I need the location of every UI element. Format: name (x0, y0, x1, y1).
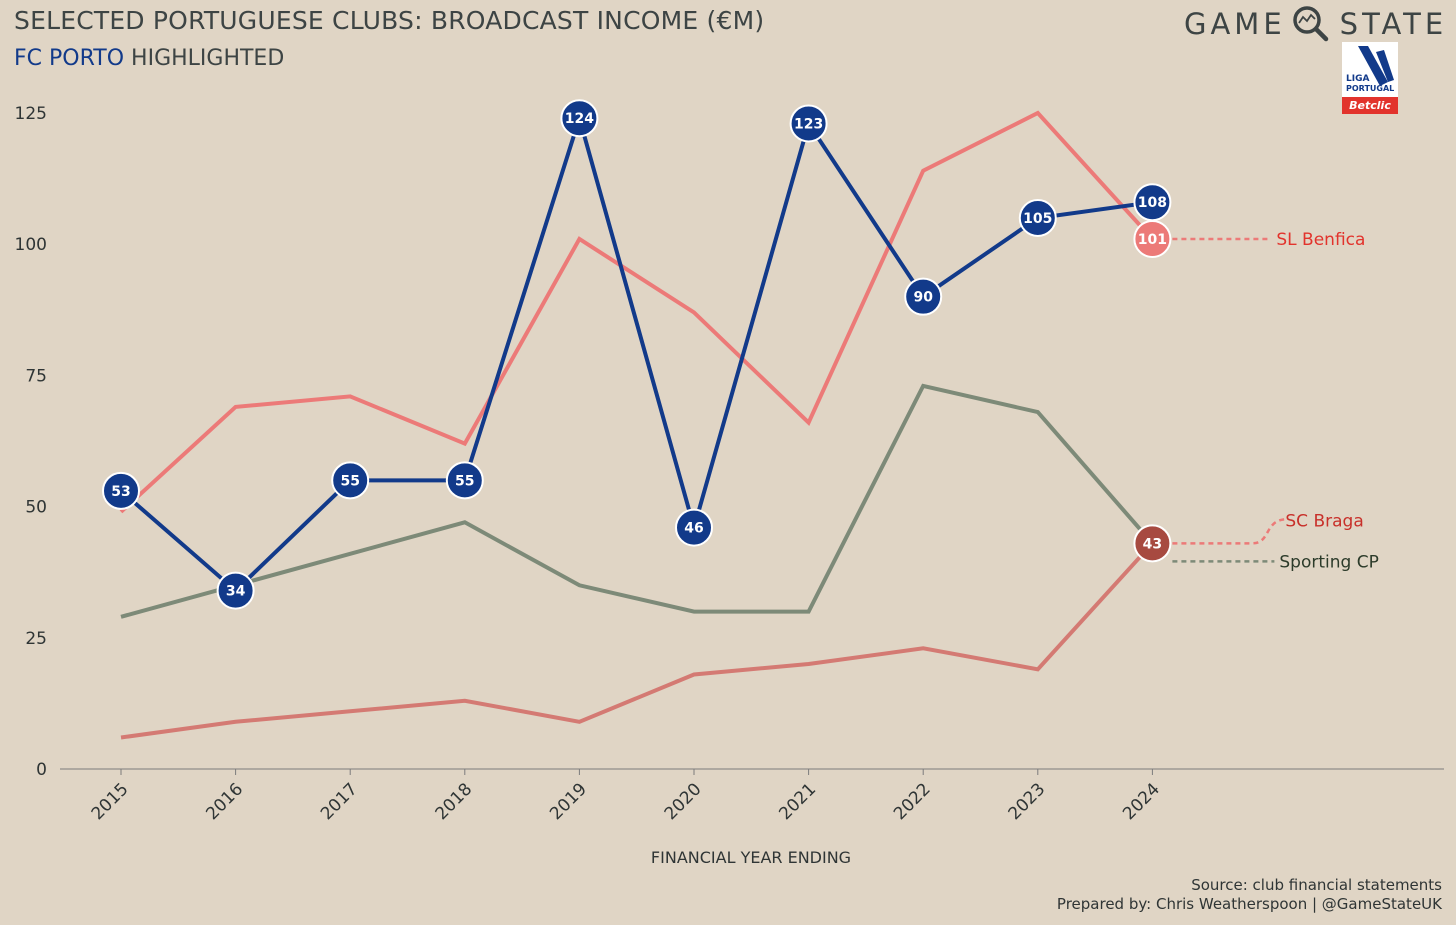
porto-point-label: 105 (1023, 211, 1052, 227)
x-tick-label: 2021 (775, 779, 820, 824)
porto-point (560, 99, 599, 138)
x-tick-label: 2016 (202, 779, 247, 824)
chart-title: SELECTED PORTUGUESE CLUBS: BROADCAST INC… (14, 6, 765, 35)
porto-point-label: 108 (1138, 195, 1167, 211)
y-tick-label: 0 (36, 760, 47, 780)
series-line-sporting (120, 383, 1154, 619)
logo-text-betclic: Betclic (1349, 99, 1391, 112)
porto-point (331, 461, 370, 500)
logo-text-liga: LIGA (1346, 74, 1369, 84)
y-tick-label: 125 (15, 104, 47, 124)
porto-point-label: 55 (455, 473, 474, 489)
y-tick-label: 25 (25, 629, 47, 649)
brand-word-right: STATE (1339, 7, 1448, 41)
porto-point-label: 55 (340, 473, 359, 489)
series-line-benfica (119, 110, 1154, 514)
porto-point-label: 124 (565, 111, 594, 127)
porto-point (445, 461, 484, 500)
liga-portugal-logo: LIGA PORTUGAL Betclic (1342, 42, 1398, 114)
porto-point (675, 508, 713, 547)
magnifier-icon (1292, 6, 1328, 42)
x-tick-label: 2018 (432, 779, 477, 824)
source-note: Source: club financial statements (1191, 876, 1442, 894)
series-line-porto (119, 111, 1153, 594)
porto-point (102, 471, 140, 510)
porto-point (789, 104, 828, 143)
porto-point (1018, 198, 1057, 237)
porto-point-label: 90 (913, 290, 933, 306)
braga-series-label: SC Braga (1285, 511, 1363, 531)
y-tick-label: 50 (25, 498, 47, 518)
y-tick-label: 75 (25, 366, 47, 386)
braga-connector (1172, 518, 1285, 545)
x-tick-label: 2017 (317, 779, 362, 824)
braga-end-marker-label: 43 (1143, 536, 1162, 552)
brand-word-left: GAME (1184, 7, 1286, 41)
porto-point-label: 46 (684, 521, 703, 537)
footer: Source: club financial statements Prepar… (1057, 876, 1442, 914)
x-tick-label: 2019 (546, 779, 591, 824)
braga-end-marker (1133, 524, 1172, 563)
benfica-end-marker-label: 101 (1138, 232, 1167, 248)
porto-point-label: 53 (111, 484, 130, 500)
sporting-series-label: Sporting CP (1279, 552, 1378, 572)
x-tick-label: 2024 (1119, 779, 1164, 824)
subtitle-rest: HIGHLIGHTED (124, 46, 285, 71)
logo-text-portugal: PORTUGAL (1346, 84, 1394, 93)
porto-point-label: 123 (794, 116, 823, 132)
x-tick-label: 2015 (88, 779, 133, 824)
x-tick-label: 2023 (1005, 779, 1050, 824)
porto-point (1133, 183, 1172, 222)
x-tick-label: 2020 (661, 779, 706, 824)
x-tick-label: 2022 (890, 779, 935, 824)
porto-point (216, 571, 255, 610)
y-tick-label: 100 (15, 235, 47, 255)
subtitle-highlight: FC PORTO (14, 46, 125, 71)
porto-point (904, 277, 943, 316)
porto-point-label: 34 (226, 584, 246, 600)
x-axis-label: FINANCIAL YEAR ENDING (651, 848, 851, 867)
game-state-logo: GAME STATE (1184, 6, 1447, 42)
chart-subtitle: FC PORTO HIGHLIGHTED (14, 46, 284, 71)
benfica-series-label: SL Benfica (1276, 230, 1365, 250)
series-line-braga (120, 541, 1154, 740)
credit-note: Prepared by: Chris Weatherspoon | @GameS… (1056, 895, 1442, 913)
